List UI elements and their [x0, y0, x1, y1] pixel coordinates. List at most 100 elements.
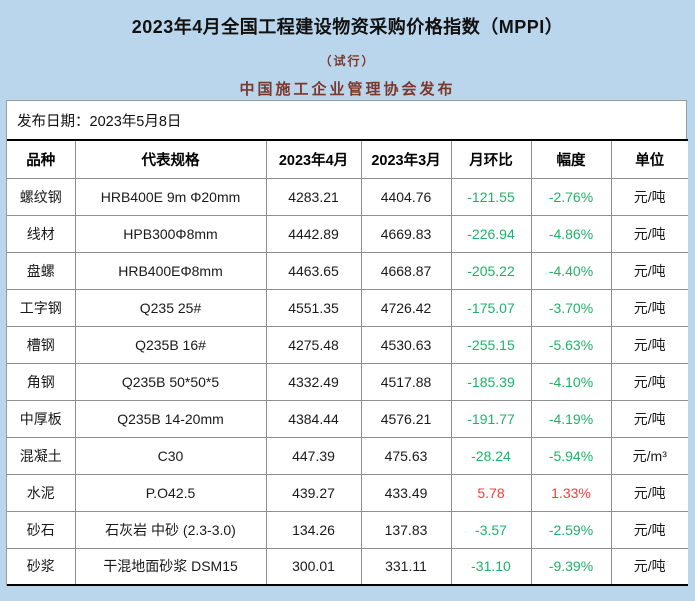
cell-price-march: 4668.87 — [360, 251, 452, 290]
cell-price-april: 300.01 — [265, 547, 362, 586]
table-row: 砂浆 干混地面砂浆 DSM15 300.01 331.11 -31.10 -9.… — [7, 547, 688, 586]
cell-change-percent: -4.86% — [530, 214, 612, 253]
cell-mom-change: -185.39 — [450, 362, 532, 401]
page-title: 2023年4月全国工程建设物资采购价格指数（MPPI） — [131, 17, 564, 37]
cell-spec: Q235B 16# — [74, 325, 267, 364]
cell-material-name: 中厚板 — [7, 399, 76, 438]
cell-spec: Q235 25# — [74, 288, 267, 327]
table-row: 角钢 Q235B 50*50*5 4332.49 4517.88 -185.39… — [7, 362, 688, 401]
cell-unit: 元/m³ — [610, 436, 688, 475]
cell-price-march: 4576.21 — [360, 399, 452, 438]
cell-price-march: 331.11 — [360, 547, 452, 586]
table-row: 混凝土 C30 447.39 475.63 -28.24 -5.94% 元/m³ — [7, 436, 688, 475]
cell-price-april: 4442.89 — [265, 214, 362, 253]
cell-mom-change: -28.24 — [450, 436, 532, 475]
cell-change-percent: -5.63% — [530, 325, 612, 364]
cell-material-name: 槽钢 — [7, 325, 76, 364]
cell-material-name: 螺纹钢 — [7, 177, 76, 216]
cell-change-percent: -2.76% — [530, 177, 612, 216]
cell-price-march: 4669.83 — [360, 214, 452, 253]
cell-unit: 元/吨 — [610, 214, 688, 253]
price-index-table: 品种 代表规格 2023年4月 2023年3月 月环比 幅度 单位 螺纹钢 HRB400E … — [7, 139, 688, 586]
cell-spec: HRB400EΦ8mm — [74, 251, 267, 290]
cell-spec: 干混地面砂浆 DSM15 — [74, 547, 267, 586]
cell-change-percent: -5.94% — [530, 436, 612, 475]
cell-price-april: 4332.49 — [265, 362, 362, 401]
release-date-text: 发布日期：2023年5月8日 — [17, 113, 182, 130]
cell-spec: Q235B 50*50*5 — [74, 362, 267, 401]
cell-price-march: 4404.76 — [360, 177, 452, 216]
cell-change-percent: -4.10% — [530, 362, 612, 401]
column-header-6: 单位 — [610, 139, 688, 179]
cell-unit: 元/吨 — [610, 251, 688, 290]
cell-price-april: 447.39 — [265, 436, 362, 475]
column-header-5: 幅度 — [530, 139, 612, 179]
cell-price-april: 4275.48 — [265, 325, 362, 364]
cell-mom-change: -31.10 — [450, 547, 532, 586]
cell-price-april: 4551.35 — [265, 288, 362, 327]
table-row: 中厚板 Q235B 14-20mm 4384.44 4576.21 -191.7… — [7, 399, 688, 438]
table-row: 砂石 石灰岩 中砂 (2.3-3.0) 134.26 137.83 -3.57 … — [7, 510, 688, 549]
cell-mom-change: -255.15 — [450, 325, 532, 364]
cell-mom-change: -226.94 — [450, 214, 532, 253]
cell-unit: 元/吨 — [610, 510, 688, 549]
cell-price-march: 475.63 — [360, 436, 452, 475]
cell-spec: Q235B 14-20mm — [74, 399, 267, 438]
table-row: 工字钢 Q235 25# 4551.35 4726.42 -175.07 -3.… — [7, 288, 688, 327]
cell-unit: 元/吨 — [610, 473, 688, 512]
cell-material-name: 角钢 — [7, 362, 76, 401]
column-header-0: 品种 — [7, 139, 76, 179]
column-header-1: 代表规格 — [74, 139, 267, 179]
cell-change-percent: -4.19% — [530, 399, 612, 438]
cell-unit: 元/吨 — [610, 288, 688, 327]
column-header-2: 2023年4月 — [265, 139, 362, 179]
cell-mom-change: -205.22 — [450, 251, 532, 290]
cell-price-march: 433.49 — [360, 473, 452, 512]
cell-spec: HRB400E 9m Φ20mm — [74, 177, 267, 216]
cell-material-name: 水泥 — [7, 473, 76, 512]
cell-mom-change: -191.77 — [450, 399, 532, 438]
publisher-line: 中国施工企业管理协会发布 — [239, 82, 456, 98]
cell-unit: 元/吨 — [610, 547, 688, 586]
cell-material-name: 盘螺 — [7, 251, 76, 290]
cell-mom-change: 5.78 — [450, 473, 532, 512]
cell-material-name: 工字钢 — [7, 288, 76, 327]
cell-spec: P.O42.5 — [74, 473, 267, 512]
cell-change-percent: -4.40% — [530, 251, 612, 290]
cell-spec: 石灰岩 中砂 (2.3-3.0) — [74, 510, 267, 549]
cell-price-april: 4384.44 — [265, 399, 362, 438]
cell-material-name: 砂石 — [7, 510, 76, 549]
content-panel: 发布日期：2023年5月8日 品种 代表规格 2023年4月 2023年3月 月环比 幅度… — [6, 100, 688, 586]
cell-price-april: 134.26 — [265, 510, 362, 549]
cell-price-april: 4283.21 — [265, 177, 362, 216]
cell-unit: 元/吨 — [610, 362, 688, 401]
cell-material-name: 混凝土 — [7, 436, 76, 475]
cell-material-name: 砂浆 — [7, 547, 76, 586]
cell-material-name: 线材 — [7, 214, 76, 253]
cell-change-percent: -2.59% — [530, 510, 612, 549]
cell-change-percent: -3.70% — [530, 288, 612, 327]
cell-unit: 元/吨 — [610, 399, 688, 438]
price-table-body: 螺纹钢 HRB400E 9m Φ20mm 4283.21 4404.76 -12… — [7, 177, 688, 586]
table-header-row: 品种 代表规格 2023年4月 2023年3月 月环比 幅度 单位 — [7, 139, 688, 179]
table-row: 水泥 P.O42.5 439.27 433.49 5.78 1.33% 元/吨 — [7, 473, 688, 512]
cell-mom-change: -121.55 — [450, 177, 532, 216]
cell-change-percent: -9.39% — [530, 547, 612, 586]
cell-price-march: 4726.42 — [360, 288, 452, 327]
table-row: 线材 HPB300Φ8mm 4442.89 4669.83 -226.94 -4… — [7, 214, 688, 253]
cell-price-april: 439.27 — [265, 473, 362, 512]
cell-price-march: 137.83 — [360, 510, 452, 549]
cell-price-march: 4517.88 — [360, 362, 452, 401]
cell-spec: C30 — [74, 436, 267, 475]
release-date-row: 发布日期：2023年5月8日 — [7, 101, 686, 139]
cell-price-april: 4463.65 — [265, 251, 362, 290]
table-row: 槽钢 Q235B 16# 4275.48 4530.63 -255.15 -5.… — [7, 325, 688, 364]
cell-price-march: 4530.63 — [360, 325, 452, 364]
column-header-4: 月环比 — [450, 139, 532, 179]
cell-unit: 元/吨 — [610, 325, 688, 364]
column-header-3: 2023年3月 — [360, 139, 452, 179]
cell-spec: HPB300Φ8mm — [74, 214, 267, 253]
title-banner: 2023年4月全国工程建设物资采购价格指数（MPPI） （试行） 中国施工企业管… — [0, 0, 695, 100]
cell-mom-change: -175.07 — [450, 288, 532, 327]
cell-change-percent: 1.33% — [530, 473, 612, 512]
